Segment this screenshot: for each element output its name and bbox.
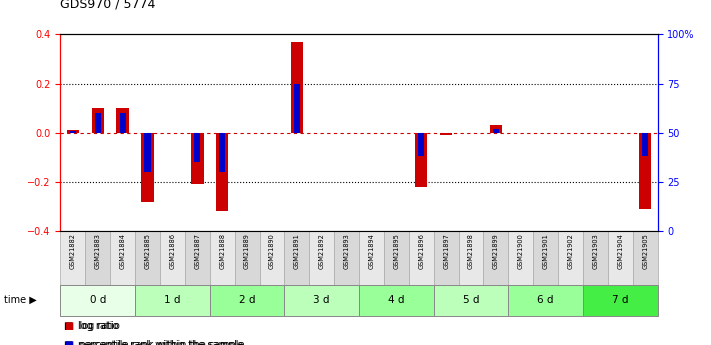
Bar — [67, 130, 79, 133]
Bar — [70, 131, 76, 133]
Bar — [216, 133, 228, 211]
FancyBboxPatch shape — [284, 285, 359, 316]
Text: ■  log ratio: ■ log ratio — [64, 321, 120, 331]
Text: 5 d: 5 d — [463, 295, 479, 305]
Bar — [440, 133, 452, 135]
FancyBboxPatch shape — [583, 231, 608, 285]
Text: 6 d: 6 d — [538, 295, 554, 305]
Text: GSM21886: GSM21886 — [169, 233, 176, 269]
Text: GSM21883: GSM21883 — [95, 233, 101, 269]
Text: 2 d: 2 d — [239, 295, 255, 305]
FancyBboxPatch shape — [210, 285, 284, 316]
FancyBboxPatch shape — [60, 285, 135, 316]
Text: GSM21902: GSM21902 — [567, 233, 574, 269]
FancyBboxPatch shape — [384, 231, 409, 285]
Text: GSM21882: GSM21882 — [70, 233, 76, 269]
Text: GSM21891: GSM21891 — [294, 233, 300, 268]
Bar — [144, 133, 151, 172]
Text: GSM21890: GSM21890 — [269, 233, 275, 269]
Text: GSM21889: GSM21889 — [244, 233, 250, 269]
FancyBboxPatch shape — [334, 231, 359, 285]
FancyBboxPatch shape — [608, 231, 633, 285]
FancyBboxPatch shape — [533, 231, 558, 285]
Text: GSM21895: GSM21895 — [393, 233, 400, 269]
FancyBboxPatch shape — [434, 285, 508, 316]
Text: percentile rank within the sample: percentile rank within the sample — [78, 340, 243, 345]
FancyBboxPatch shape — [359, 231, 384, 285]
FancyBboxPatch shape — [135, 231, 160, 285]
Bar — [194, 133, 201, 162]
Bar — [490, 126, 502, 133]
Text: GSM21898: GSM21898 — [468, 233, 474, 269]
FancyBboxPatch shape — [110, 231, 135, 285]
Text: GSM21885: GSM21885 — [144, 233, 151, 269]
FancyBboxPatch shape — [483, 231, 508, 285]
Text: GSM21887: GSM21887 — [194, 233, 201, 269]
Text: time ▶: time ▶ — [4, 295, 36, 305]
Bar — [95, 113, 101, 133]
FancyBboxPatch shape — [160, 231, 185, 285]
Text: ■: ■ — [64, 340, 73, 345]
Text: GSM21901: GSM21901 — [542, 233, 549, 268]
FancyBboxPatch shape — [185, 231, 210, 285]
Text: log ratio: log ratio — [78, 321, 119, 331]
Bar — [415, 133, 427, 187]
Bar — [493, 129, 499, 133]
Text: GSM21884: GSM21884 — [119, 233, 126, 269]
Text: 4 d: 4 d — [388, 295, 405, 305]
FancyBboxPatch shape — [210, 231, 235, 285]
Text: GSM21899: GSM21899 — [493, 233, 499, 268]
FancyBboxPatch shape — [633, 231, 658, 285]
Text: 1 d: 1 d — [164, 295, 181, 305]
Text: GSM21897: GSM21897 — [443, 233, 449, 269]
Bar — [117, 108, 129, 133]
Text: 7 d: 7 d — [612, 295, 629, 305]
FancyBboxPatch shape — [135, 285, 210, 316]
Text: GSM21894: GSM21894 — [368, 233, 375, 269]
Text: GDS970 / 5774: GDS970 / 5774 — [60, 0, 156, 10]
Text: GSM21892: GSM21892 — [319, 233, 325, 269]
Bar — [639, 133, 651, 209]
Bar — [119, 113, 126, 133]
FancyBboxPatch shape — [260, 231, 284, 285]
FancyBboxPatch shape — [235, 231, 260, 285]
FancyBboxPatch shape — [508, 285, 583, 316]
FancyBboxPatch shape — [459, 231, 483, 285]
FancyBboxPatch shape — [359, 285, 434, 316]
FancyBboxPatch shape — [60, 231, 85, 285]
FancyBboxPatch shape — [85, 231, 110, 285]
FancyBboxPatch shape — [583, 285, 658, 316]
Bar — [291, 42, 303, 133]
FancyBboxPatch shape — [284, 231, 309, 285]
Bar — [294, 83, 300, 133]
Bar — [219, 133, 225, 172]
FancyBboxPatch shape — [434, 231, 459, 285]
FancyBboxPatch shape — [309, 231, 334, 285]
Text: 0 d: 0 d — [90, 295, 106, 305]
Text: GSM21904: GSM21904 — [617, 233, 624, 269]
Bar — [642, 133, 648, 156]
FancyBboxPatch shape — [558, 231, 583, 285]
Text: GSM21888: GSM21888 — [219, 233, 225, 269]
Bar — [92, 108, 104, 133]
Text: ■  percentile rank within the sample: ■ percentile rank within the sample — [64, 340, 245, 345]
FancyBboxPatch shape — [409, 231, 434, 285]
Bar — [418, 133, 424, 156]
Text: 3 d: 3 d — [314, 295, 330, 305]
FancyBboxPatch shape — [508, 231, 533, 285]
Text: ■: ■ — [64, 321, 73, 331]
Text: GSM21903: GSM21903 — [592, 233, 599, 268]
Bar — [141, 133, 154, 201]
Text: GSM21905: GSM21905 — [642, 233, 648, 269]
Text: GSM21893: GSM21893 — [343, 233, 350, 268]
Text: GSM21896: GSM21896 — [418, 233, 424, 269]
Text: GSM21900: GSM21900 — [518, 233, 524, 269]
Bar — [191, 133, 203, 185]
